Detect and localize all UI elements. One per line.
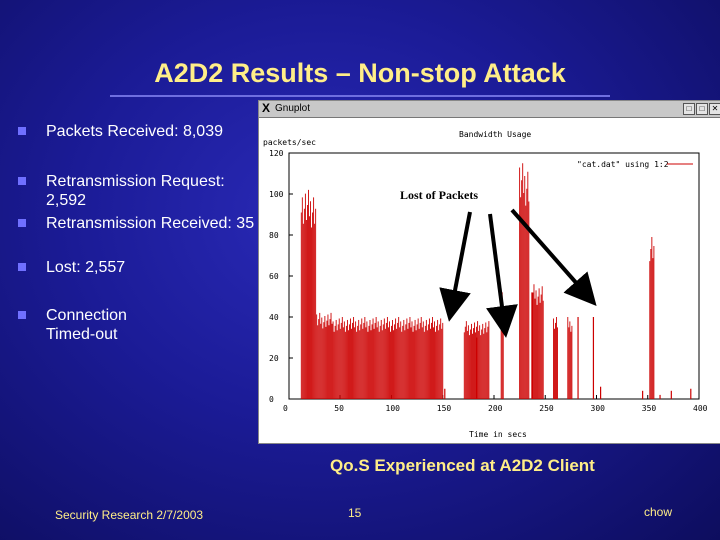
x-tick-label: 400 <box>693 404 708 413</box>
footer-left: Security Research 2/7/2003 <box>55 508 204 522</box>
x-tick-label: 0 <box>283 404 288 413</box>
x-tick-label: 200 <box>488 404 503 413</box>
minimize-button[interactable]: □ <box>683 103 695 115</box>
chart-title: Bandwidth Usage <box>459 130 531 139</box>
x-axis-label: Time in secs <box>469 430 527 439</box>
bullet-square-icon <box>18 127 26 135</box>
gnuplot-window: X Gnuplot □ □ ✕ Bandwidth Usage packets/… <box>258 100 720 444</box>
x-tick-label: 150 <box>437 404 452 413</box>
title-divider <box>110 95 610 97</box>
lost-packets-annotation: Lost of Packets <box>400 188 478 202</box>
x-logo-icon: X <box>262 101 271 115</box>
y-axis-label: packets/sec <box>263 138 316 147</box>
y-tick-label: 120 <box>269 149 284 158</box>
page-number: 15 <box>348 506 362 520</box>
y-tick-label: 20 <box>269 354 279 363</box>
bullet-square-icon <box>18 311 26 319</box>
bullet-text: Lost: 2,557 <box>46 259 126 276</box>
bullet-square-icon <box>18 177 26 185</box>
x-tick-label: 250 <box>539 404 554 413</box>
footer-author: chow <box>644 505 673 519</box>
bullet-text: Retransmission Request: 2,592 <box>46 173 225 209</box>
y-tick-label: 100 <box>269 190 284 199</box>
slide-title: A2D2 Results – Non-stop Attack <box>154 58 566 88</box>
y-tick-label: 80 <box>269 231 279 240</box>
x-tick-label: 300 <box>591 404 606 413</box>
x-tick-label: 50 <box>334 404 344 413</box>
bullet-text: Retransmission Received: 35 <box>46 215 255 232</box>
qos-caption: Qo.S Experienced at A2D2 Client <box>330 456 595 475</box>
bullet-square-icon <box>18 219 26 227</box>
bullet-text: Packets Received: 8,039 <box>46 123 223 140</box>
x-tick-label: 100 <box>386 404 401 413</box>
window-title: Gnuplot <box>275 103 311 114</box>
y-tick-label: 60 <box>269 272 279 281</box>
y-tick-label: 0 <box>269 395 274 404</box>
legend-entry: "cat.dat" using 1:2 <box>577 160 669 169</box>
bullet-text: Connection Timed-out <box>46 307 127 343</box>
window-titlebar[interactable]: X Gnuplot □ □ ✕ <box>259 101 720 118</box>
bandwidth-chart: Bandwidth Usage packets/sec Time in secs… <box>263 130 708 439</box>
maximize-button[interactable]: □ <box>696 103 708 115</box>
close-button[interactable]: ✕ <box>709 103 720 115</box>
y-tick-label: 40 <box>269 313 279 322</box>
bullet-square-icon <box>18 263 26 271</box>
x-tick-label: 350 <box>642 404 657 413</box>
